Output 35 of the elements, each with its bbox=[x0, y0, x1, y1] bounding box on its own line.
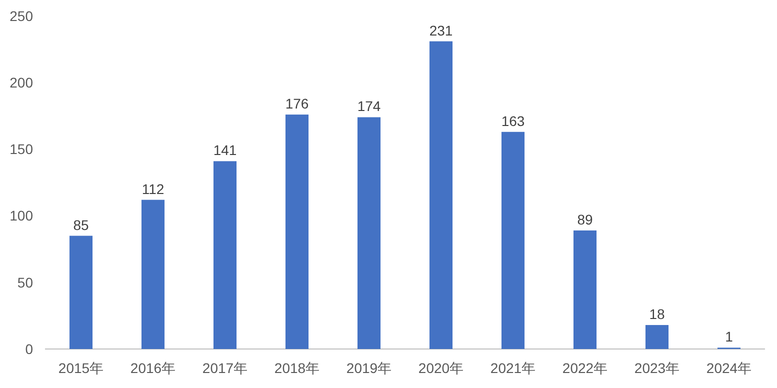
data-label: 176 bbox=[285, 96, 309, 112]
data-label: 112 bbox=[142, 180, 164, 197]
y-tick-label: 250 bbox=[10, 8, 34, 24]
bar bbox=[357, 117, 381, 349]
x-tick-label: 2016年 bbox=[130, 360, 176, 376]
x-tick-label: 2018年 bbox=[274, 360, 320, 376]
bar bbox=[573, 230, 597, 349]
x-tick-label: 2020年 bbox=[418, 360, 464, 376]
y-tick-label: 100 bbox=[10, 208, 34, 224]
data-label: 85 bbox=[73, 216, 89, 233]
bar bbox=[645, 325, 669, 349]
bar bbox=[69, 236, 93, 349]
x-tick-label: 2021年 bbox=[490, 360, 536, 376]
y-tick-label: 50 bbox=[17, 274, 34, 290]
y-tick-label: 0 bbox=[25, 340, 34, 357]
data-label: 141 bbox=[213, 142, 237, 158]
x-tick-label: 2024年 bbox=[706, 360, 752, 376]
bar bbox=[141, 200, 165, 349]
bar bbox=[213, 161, 237, 349]
bar bbox=[429, 41, 453, 349]
x-tick-label: 2015年 bbox=[58, 360, 104, 376]
x-tick-label: 2022年 bbox=[562, 360, 608, 376]
y-tick-label: 150 bbox=[10, 141, 34, 158]
data-label: 89 bbox=[577, 211, 593, 228]
data-label: 163 bbox=[501, 112, 525, 129]
data-label: 174 bbox=[357, 98, 381, 114]
x-tick-label: 2017年 bbox=[202, 360, 248, 376]
bar bbox=[285, 114, 309, 349]
y-tick-label: 200 bbox=[10, 74, 34, 90]
data-label: 18 bbox=[649, 306, 665, 322]
x-tick-label: 2023年 bbox=[634, 360, 680, 376]
x-tick-label: 2019年 bbox=[346, 360, 392, 376]
bar bbox=[501, 132, 525, 349]
data-label: 1 bbox=[725, 328, 734, 345]
data-label: 231 bbox=[429, 22, 453, 38]
